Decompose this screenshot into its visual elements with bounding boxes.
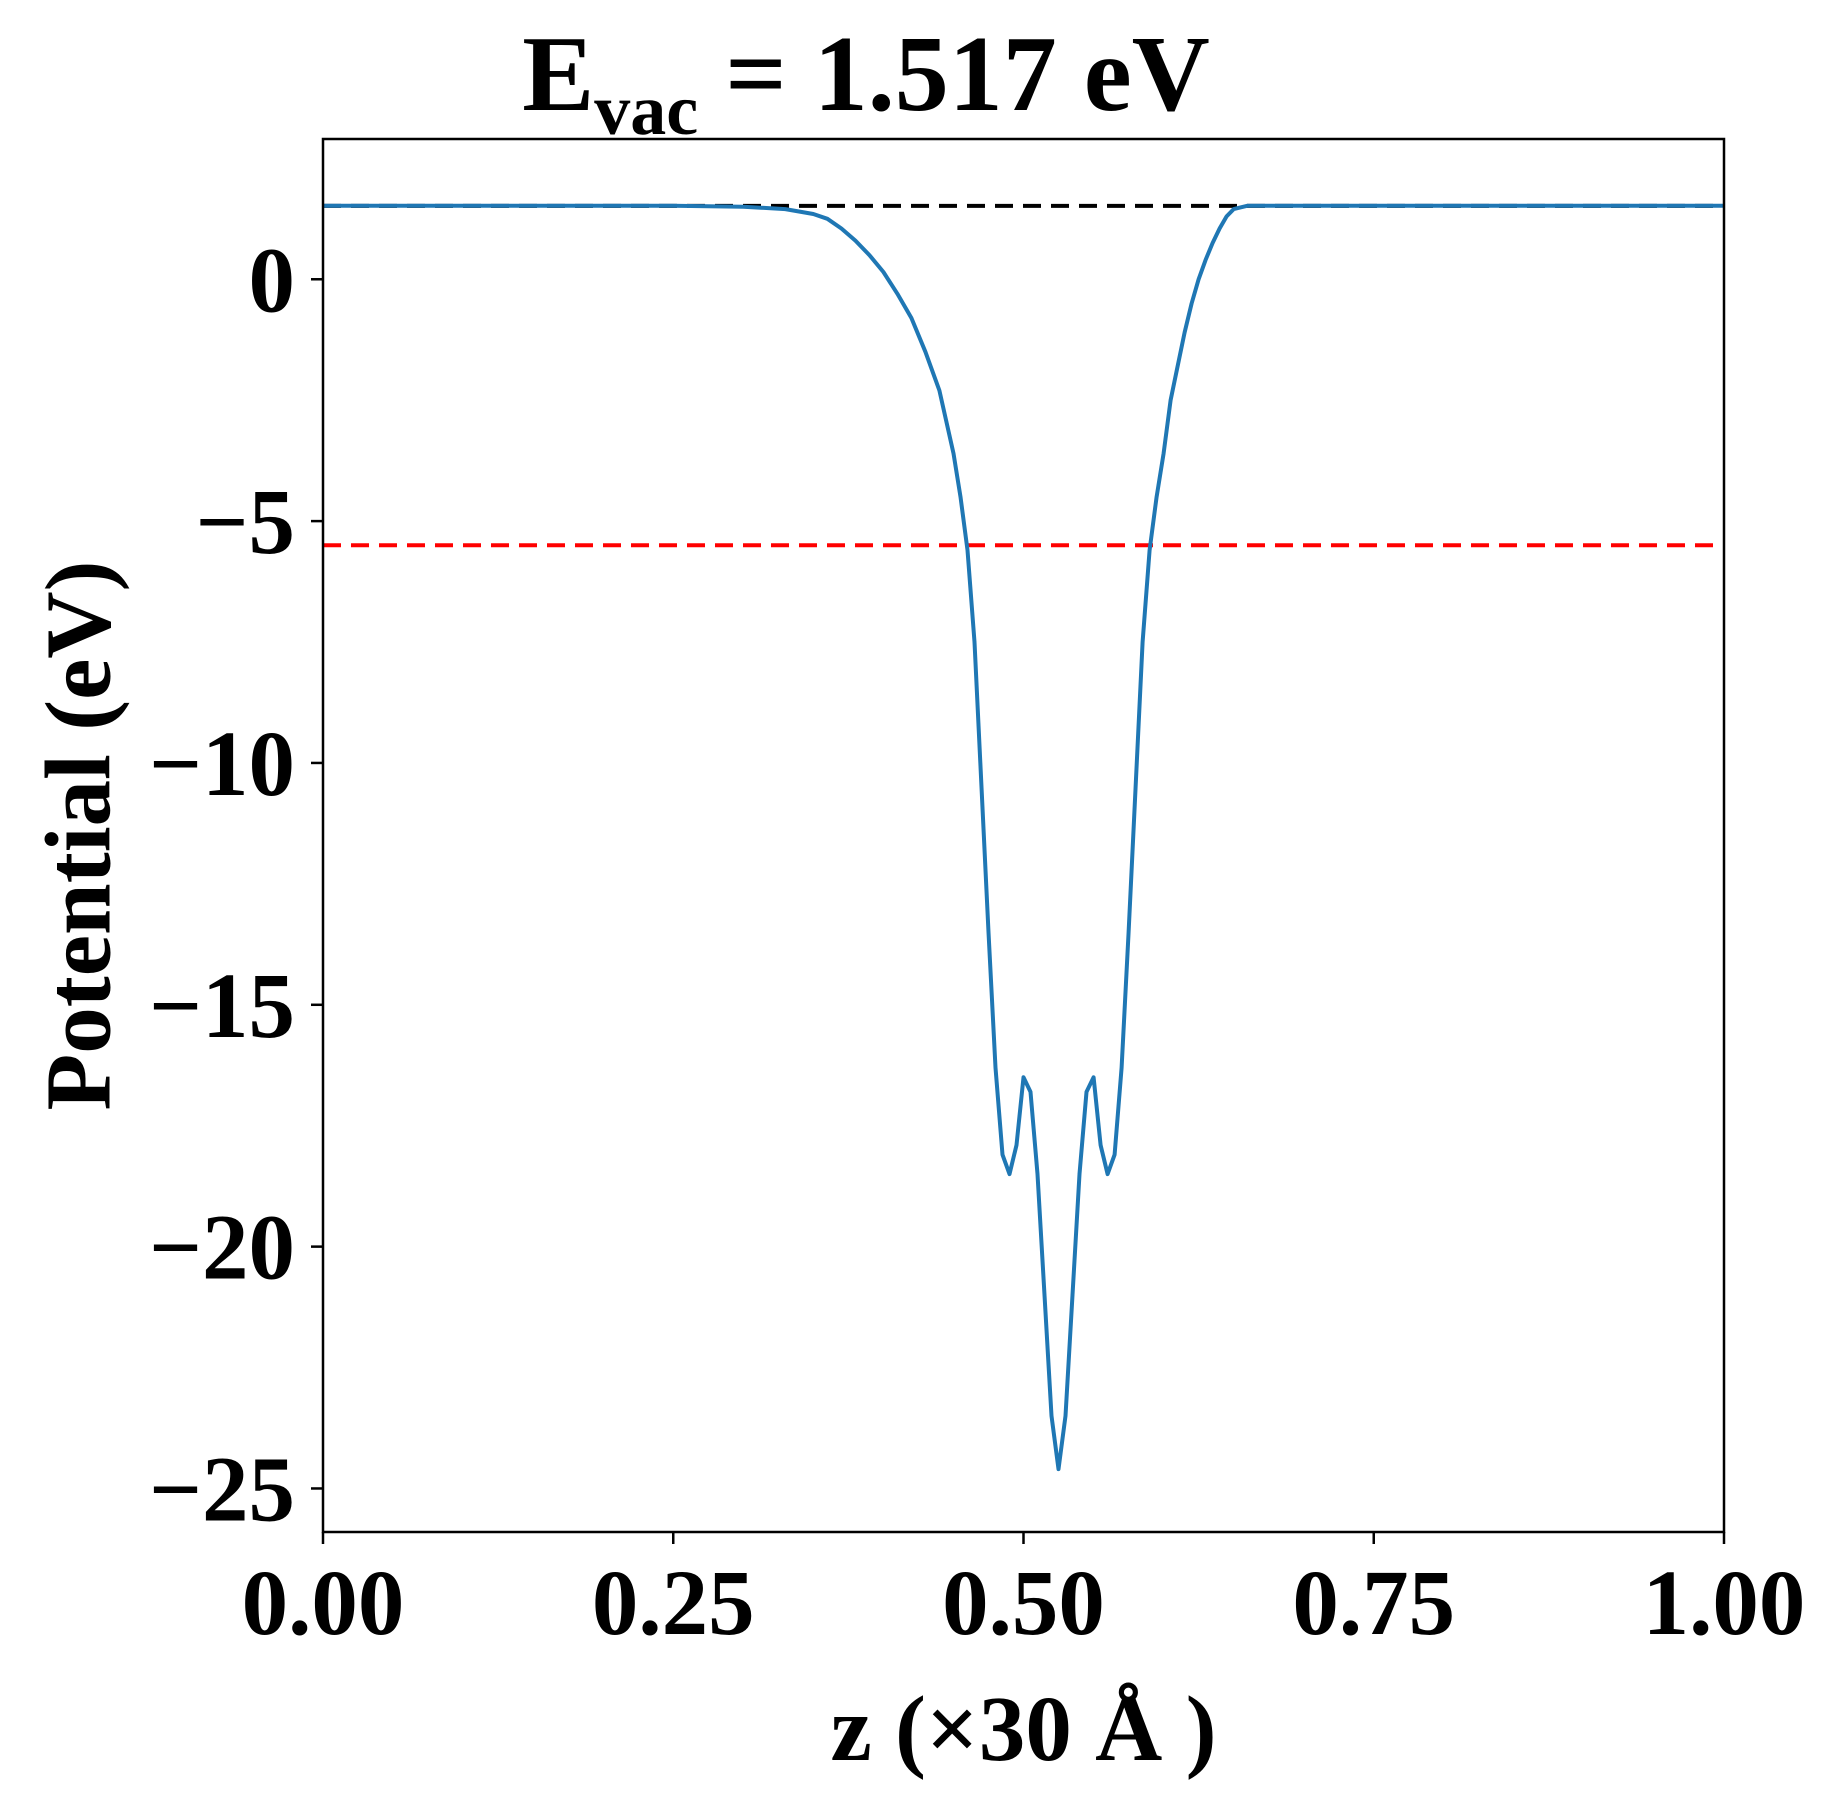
axes-frame (321, 137, 1726, 1534)
y-tick-label: −5 (196, 471, 296, 574)
y-tick-label: −10 (149, 713, 295, 816)
x-tick-label: 0.00 (242, 1552, 405, 1655)
title-main: E (522, 15, 594, 134)
x-axis-ticks: 0.00 0.25 0.50 0.75 1.00 (242, 1532, 1806, 1655)
y-axis-label: Potential (eV) (27, 560, 130, 1110)
y-tick-label: −15 (149, 955, 295, 1058)
potential-line (323, 203, 1724, 1472)
title-rest: = 1.517 eV (698, 15, 1209, 134)
x-axis-label: z (×30 Å ) (830, 1678, 1216, 1781)
x-tick-label: 0.75 (1292, 1552, 1455, 1655)
x-tick-label: 0.50 (942, 1552, 1105, 1655)
y-tick-label: 0 (249, 229, 296, 332)
title-subscript: vac (594, 70, 698, 150)
y-tick-label: −20 (149, 1197, 295, 1300)
x-tick-label: 1.00 (1643, 1552, 1806, 1655)
x-tick-label: 0.25 (592, 1552, 755, 1655)
chart-title: Evac = 1.517 eV (522, 15, 1210, 150)
y-axis-ticks: 0 −5 −10 −15 −20 −25 (149, 229, 323, 1541)
svg-text:Evac = 1.517 eV: Evac = 1.517 eV (522, 15, 1210, 150)
y-tick-label: −25 (149, 1438, 295, 1541)
plot-area (323, 203, 1724, 1472)
